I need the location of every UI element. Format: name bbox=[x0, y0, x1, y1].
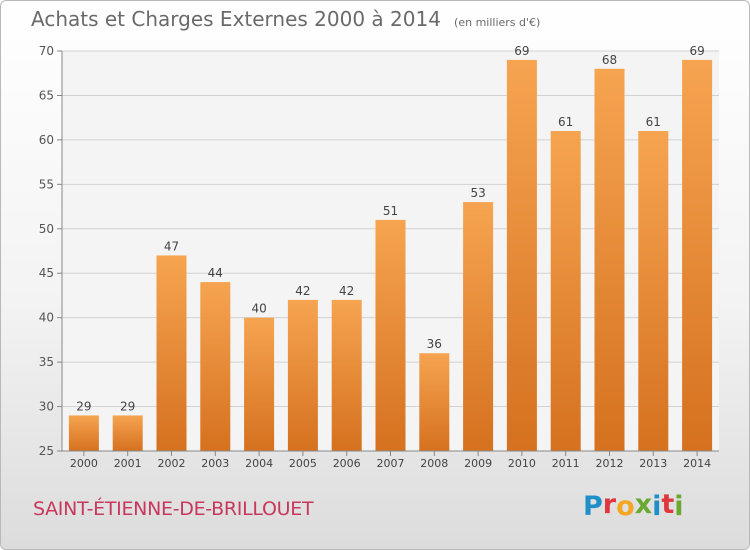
bar-2007 bbox=[375, 219, 406, 451]
y-tick-label-60: 60 bbox=[39, 133, 54, 147]
data-label-2006: 42 bbox=[339, 284, 354, 298]
x-tick-label-2002: 2002 bbox=[158, 457, 186, 470]
bar-2013 bbox=[638, 131, 669, 451]
x-tick-label-2007: 2007 bbox=[377, 457, 405, 470]
x-tick-label-2001: 2001 bbox=[114, 457, 142, 470]
bar-2012 bbox=[594, 68, 625, 452]
y-tick-label-35: 35 bbox=[39, 355, 54, 369]
chart-title: Achats et Charges Externes 2000 à 2014 (… bbox=[31, 7, 540, 31]
y-tick-label-55: 55 bbox=[39, 177, 54, 191]
data-label-2010: 69 bbox=[514, 44, 529, 58]
logo-letter: i bbox=[674, 491, 684, 522]
chart-unit: (en milliers d'€) bbox=[454, 16, 541, 29]
bar-2002 bbox=[156, 255, 187, 451]
y-tick-label-25: 25 bbox=[39, 444, 54, 458]
data-label-2007: 51 bbox=[383, 204, 398, 218]
x-tick-label-2000: 2000 bbox=[70, 457, 98, 470]
bar-2014 bbox=[682, 59, 713, 452]
x-tick-label-2012: 2012 bbox=[596, 457, 624, 470]
bar-2004 bbox=[244, 317, 275, 451]
data-label-2014: 69 bbox=[689, 44, 704, 58]
data-label-2002: 47 bbox=[164, 239, 179, 253]
data-label-2011: 61 bbox=[558, 115, 573, 129]
y-tick-label-45: 45 bbox=[39, 266, 54, 280]
x-tick-label-2008: 2008 bbox=[420, 457, 448, 470]
labels: 25 30 35 40 45 50 55 60 65 70 29 2000 29 2001 47 2002 44… bbox=[39, 44, 711, 470]
data-label-2004: 40 bbox=[251, 302, 266, 316]
logo-letter: o bbox=[616, 491, 635, 522]
x-tick-label-2011: 2011 bbox=[552, 457, 580, 470]
data-label-2000: 29 bbox=[76, 399, 91, 413]
proxiti-logo: Proxiti bbox=[583, 489, 684, 522]
bar-2003 bbox=[200, 282, 231, 451]
data-label-2008: 36 bbox=[427, 337, 442, 351]
chart-title-main: Achats et Charges Externes 2000 à 2014 bbox=[31, 7, 441, 31]
x-tick-label-2004: 2004 bbox=[245, 457, 273, 470]
bar-2008 bbox=[419, 353, 450, 451]
y-tick-label-40: 40 bbox=[39, 311, 54, 325]
x-tick-label-2013: 2013 bbox=[639, 457, 667, 470]
y-tick-label-50: 50 bbox=[39, 222, 54, 236]
x-tick-label-2010: 2010 bbox=[508, 457, 536, 470]
bars bbox=[68, 59, 713, 452]
y-tick-label-30: 30 bbox=[39, 400, 54, 414]
logo-letter: P bbox=[583, 491, 603, 522]
data-label-2012: 68 bbox=[602, 53, 617, 67]
bar-2005 bbox=[287, 299, 318, 451]
data-label-2013: 61 bbox=[646, 115, 661, 129]
data-label-2005: 42 bbox=[295, 284, 310, 298]
data-label-2003: 44 bbox=[208, 266, 223, 280]
x-tick-label-2014: 2014 bbox=[683, 457, 711, 470]
bar-2009 bbox=[463, 202, 494, 451]
data-label-2009: 53 bbox=[470, 186, 485, 200]
bar-2011 bbox=[550, 131, 581, 451]
commune-name: SAINT-ÉTIENNE-DE-BRILLOUET bbox=[33, 498, 314, 520]
x-tick-label-2003: 2003 bbox=[201, 457, 229, 470]
logo-letter: r bbox=[602, 489, 617, 520]
logo-letter: t bbox=[661, 489, 675, 520]
x-tick-label-2005: 2005 bbox=[289, 457, 317, 470]
axes bbox=[57, 50, 719, 456]
logo-letter: x bbox=[634, 489, 653, 520]
bar-2000 bbox=[68, 415, 99, 451]
bar-2001 bbox=[112, 415, 143, 451]
y-tick-label-65: 65 bbox=[39, 88, 54, 102]
data-label-2001: 29 bbox=[120, 399, 135, 413]
y-tick-label-70: 70 bbox=[39, 44, 54, 58]
x-tick-label-2006: 2006 bbox=[333, 457, 361, 470]
bar-2006 bbox=[331, 299, 362, 451]
bar-2010 bbox=[506, 59, 537, 452]
x-tick-label-2009: 2009 bbox=[464, 457, 492, 470]
logo-letter: i bbox=[652, 491, 662, 522]
